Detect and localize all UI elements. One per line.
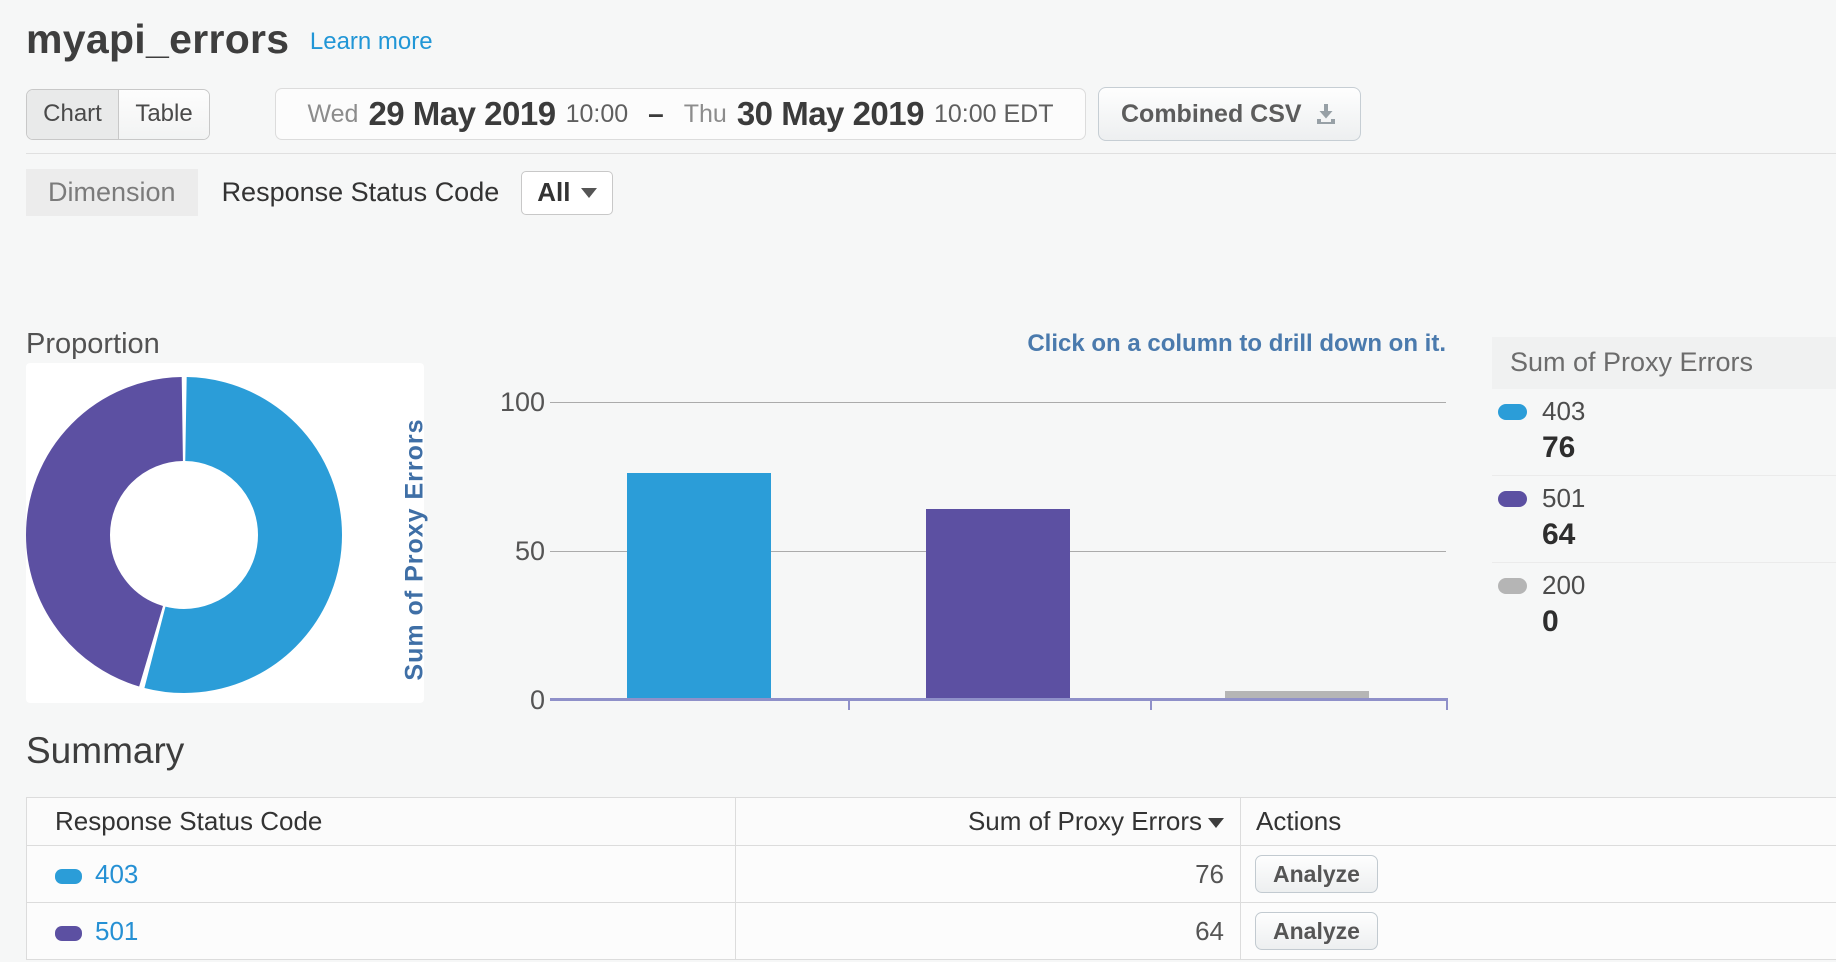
column-header-sum-of-proxy-errors[interactable]: Sum of Proxy Errors (735, 797, 1241, 846)
end-day: Thu (683, 99, 727, 128)
chevron-down-icon (581, 187, 598, 198)
start-time: 10:00 (565, 99, 629, 128)
legend-item-200: 200 0 (1492, 563, 1836, 649)
summary-table: Response Status Code Sum of Proxy Errors… (26, 797, 1836, 960)
status-code-link-403[interactable]: 403 (95, 858, 139, 889)
x-axis-tick (848, 701, 850, 710)
start-date: 29 May 2019 (368, 95, 556, 132)
drill-down-hint: Click on a column to drill down on it. (1027, 330, 1446, 357)
x-axis-line (550, 698, 1448, 701)
start-day: Wed (307, 99, 359, 128)
dimension-name: Response Status Code (221, 177, 500, 207)
legend-value: 64 (1542, 518, 1576, 551)
x-axis-tick (1446, 701, 1448, 710)
dimension-label: Dimension (26, 169, 198, 216)
date-range-picker[interactable]: Wed 29 May 2019 10:00 – Thu 30 May 2019 … (275, 88, 1086, 140)
y-tick-0: 0 (529, 685, 545, 715)
y-tick-50: 50 (514, 536, 545, 566)
legend-swatch-501 (1498, 490, 1527, 507)
y-tick-100: 100 (499, 387, 545, 417)
proportion-donut-chart (26, 363, 424, 703)
legend-title: Sum of Proxy Errors (1492, 337, 1836, 389)
sort-descending-icon (1208, 818, 1224, 828)
legend-items: 403 76 501 64 200 0 (1492, 389, 1836, 649)
bar-chart: Sum of Proxy Errors 100 50 0 (390, 330, 1470, 730)
y-axis-title: Sum of Proxy Errors (400, 418, 429, 681)
legend-item-403: 403 76 (1492, 389, 1836, 476)
donut-segment-403[interactable] (26, 377, 342, 693)
toolbar: Chart Table Wed 29 May 2019 10:00 – Thu … (26, 87, 1836, 141)
bar-403[interactable] (627, 473, 772, 698)
learn-more-link[interactable]: Learn more (309, 28, 433, 55)
legend-label: 403 (1542, 396, 1586, 426)
donut-chart-svg[interactable] (26, 363, 424, 703)
table-view-button[interactable]: Table (118, 89, 209, 139)
bar-plot-area (550, 330, 1446, 698)
header-divider (26, 153, 1836, 154)
legend-label: 200 (1542, 570, 1586, 600)
legend-item-501: 501 64 (1492, 476, 1836, 563)
chart-legend: Sum of Proxy Errors 403 76 501 64 200 0 (1492, 337, 1836, 649)
summary-title: Summary (26, 730, 185, 771)
sum-of-proxy-errors-value: 76 (735, 845, 1241, 903)
end-date: 30 May 2019 (736, 95, 925, 132)
combined-csv-button[interactable]: Combined CSV (1098, 87, 1361, 141)
end-time: 10:00 EDT (933, 99, 1054, 128)
combined-csv-label: Combined CSV (1121, 99, 1302, 128)
sum-of-proxy-errors-value: 64 (735, 902, 1241, 960)
table-row-403: 403 76 Analyze (26, 845, 1836, 903)
donut-segment-501[interactable] (26, 377, 342, 693)
page-title: myapi_errors (26, 16, 290, 62)
legend-value: 76 (1542, 431, 1576, 464)
download-icon (1316, 104, 1335, 124)
legend-label: 501 (1542, 483, 1586, 513)
x-axis-tick (1150, 701, 1152, 710)
analyze-button-403[interactable]: Analyze (1255, 855, 1378, 893)
legend-swatch-403 (1498, 403, 1527, 420)
column-header-response-status-code: Response Status Code (26, 797, 736, 846)
gridline-100 (550, 402, 1446, 403)
bar-200[interactable] (1224, 691, 1369, 698)
view-toggle: Chart Table (26, 88, 210, 140)
bar-501[interactable] (926, 508, 1070, 698)
summary-header-row: Response Status Code Sum of Proxy Errors… (26, 797, 1836, 846)
legend-swatch-200 (1498, 577, 1527, 594)
table-row-501: 501 64 Analyze (26, 902, 1836, 960)
page-header: myapi_errors Learn more (0, 0, 1836, 63)
date-range-separator: – (648, 98, 664, 129)
dimension-filter-value: All (537, 177, 571, 207)
proportion-chart-title: Proportion (26, 328, 160, 360)
chart-view-button[interactable]: Chart (27, 89, 118, 139)
analyze-button-501[interactable]: Analyze (1255, 912, 1378, 950)
status-code-link-501[interactable]: 501 (95, 915, 139, 946)
row-swatch-403 (55, 868, 82, 884)
column-header-actions: Actions (1240, 797, 1836, 846)
dimension-row: Dimension Response Status Code All (26, 169, 1836, 216)
legend-value: 0 (1542, 605, 1559, 638)
row-swatch-501 (55, 925, 82, 941)
dimension-filter-dropdown[interactable]: All (521, 170, 614, 215)
